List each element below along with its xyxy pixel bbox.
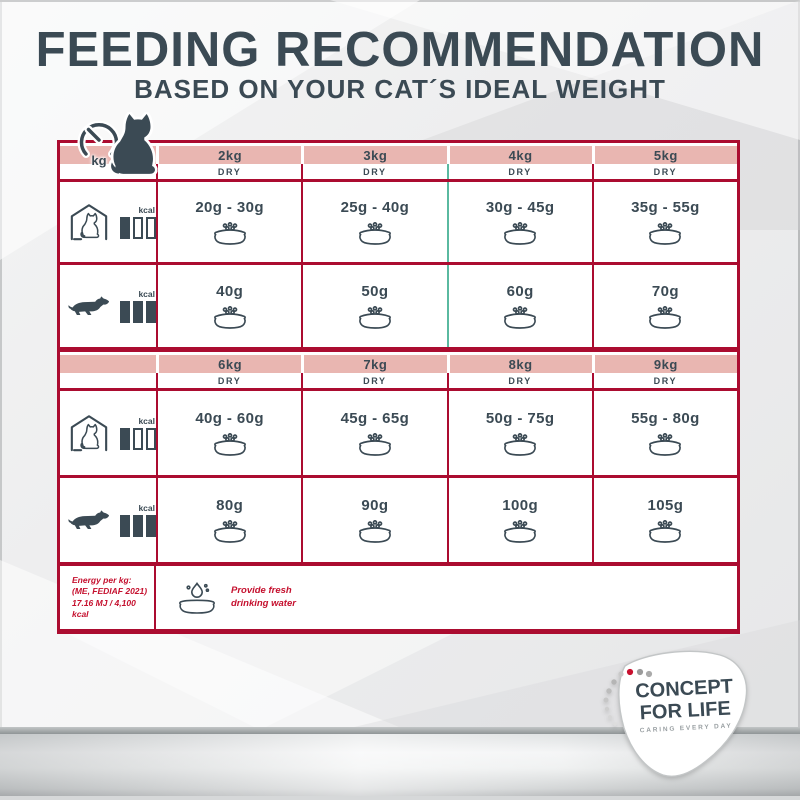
- food-bowl-icon: [212, 305, 248, 329]
- dry-label: DRY: [301, 164, 446, 179]
- food-bowl-icon: [647, 221, 683, 245]
- kcal-level-indicator: kcal: [120, 205, 156, 239]
- background-facet: [60, 630, 460, 730]
- portion-cell: 80g: [156, 478, 301, 562]
- dry-label-row: DRY DRY DRY DRY: [60, 164, 737, 179]
- weight-header-row: 6kg 7kg 8kg 9kg: [60, 355, 737, 373]
- portion-cell: 60g: [446, 265, 592, 347]
- food-bowl-icon: [502, 221, 538, 245]
- portion-cell: 30g - 45g: [446, 182, 592, 262]
- logo-name-line2: FOR LIFE: [639, 697, 732, 724]
- weight-header-5kg: 5kg: [591, 146, 737, 164]
- food-bowl-icon: [502, 519, 538, 543]
- portion-cell: 45g - 65g: [301, 391, 446, 475]
- food-bowl-icon: [502, 432, 538, 456]
- dry-label: DRY: [156, 164, 301, 179]
- food-bowl-icon: [647, 519, 683, 543]
- food-bowl-icon: [212, 432, 248, 456]
- page-title: FEEDING RECOMMENDATION: [35, 23, 765, 77]
- page-subtitle: BASED ON YOUR CAT´S IDEAL WEIGHT: [134, 74, 666, 104]
- logo-text: CONCEPT FOR LIFE CARING EVERY DAY: [624, 675, 747, 735]
- indoor-cat-house-icon: kcal: [60, 182, 156, 262]
- energy-line: 17.16 MJ / 4,100 kcal: [72, 597, 136, 619]
- dry-label: DRY: [591, 164, 737, 179]
- weight-header-row: 2kg 3kg 4kg 5kg: [60, 146, 737, 164]
- logo-dots: [603, 668, 653, 726]
- brand-logo: CONCEPT FOR LIFE CARING EVERY DAY: [593, 645, 763, 785]
- food-bowl-icon: [357, 305, 393, 329]
- divider-line: [0, 727, 800, 734]
- portion-cell: 100g: [446, 478, 592, 562]
- water-note: Provide fresh drinking water: [156, 566, 737, 629]
- food-bowl-icon: [647, 432, 683, 456]
- band-spacer: [60, 355, 156, 373]
- feeding-table: 2kg 3kg 4kg 5kg DRY DRY DRY DRY kcal 20g…: [57, 140, 740, 634]
- food-bowl-icon: [212, 221, 248, 245]
- energy-info: Energy per kg: (ME, FEDIAF 2021) 17.16 M…: [60, 566, 156, 629]
- food-bowl-icon: [502, 305, 538, 329]
- weight-header-2kg: 2kg: [156, 146, 302, 164]
- portion-cell: 50g: [301, 265, 446, 347]
- weight-header-9kg: 9kg: [591, 355, 737, 373]
- indoor-row: kcal 40g - 60g 45g - 65g 50g - 75g 55g -…: [60, 391, 737, 475]
- portion-cell: 20g - 30g: [156, 182, 301, 262]
- food-bowl-icon: [212, 519, 248, 543]
- active-row: kcal 40g 50g 60g 70g: [60, 265, 737, 347]
- bottom-edge: [0, 796, 800, 800]
- indoor-cat-house-icon: kcal: [60, 391, 156, 475]
- portion-cell: 35g - 55g: [591, 182, 737, 262]
- kcal-level-indicator: kcal: [120, 503, 156, 537]
- food-bowl-icon: [357, 519, 393, 543]
- portion-cell: 25g - 40g: [301, 182, 446, 262]
- portion-cell: 70g: [591, 265, 737, 347]
- dry-label: DRY: [446, 164, 592, 179]
- dry-label: DRY: [446, 373, 592, 388]
- energy-line: Energy per kg:: [72, 575, 132, 586]
- running-cat-icon: kcal: [60, 265, 156, 347]
- water-note-line: Provide fresh: [231, 585, 292, 597]
- dry-label: DRY: [591, 373, 737, 388]
- table-footer: Energy per kg: (ME, FEDIAF 2021) 17.16 M…: [60, 566, 737, 629]
- dry-label: DRY: [156, 373, 301, 388]
- indoor-row: kcal 20g - 30g 25g - 40g 30g - 45g 35g -…: [60, 182, 737, 262]
- weight-header-6kg: 6kg: [156, 355, 302, 373]
- portion-cell: 50g - 75g: [446, 391, 592, 475]
- portion-cell: 55g - 80g: [591, 391, 737, 475]
- water-bowl-icon: [176, 582, 218, 614]
- portion-cell: 105g: [591, 478, 737, 562]
- dry-label: DRY: [301, 373, 446, 388]
- weight-header-8kg: 8kg: [446, 355, 592, 373]
- weight-header-3kg: 3kg: [301, 146, 447, 164]
- energy-line: (ME, FEDIAF 2021): [72, 586, 148, 597]
- kcal-level-indicator: kcal: [120, 416, 156, 450]
- water-note-line: drinking water: [231, 597, 296, 609]
- running-cat-icon: kcal: [60, 478, 156, 562]
- food-bowl-icon: [357, 432, 393, 456]
- dry-label-row: DRY DRY DRY DRY: [60, 373, 737, 388]
- kcal-level-indicator: kcal: [120, 289, 156, 323]
- weight-header-7kg: 7kg: [301, 355, 447, 373]
- portion-cell: 40g - 60g: [156, 391, 301, 475]
- active-row: kcal 80g 90g 100g 105g: [60, 478, 737, 562]
- portion-cell: 90g: [301, 478, 446, 562]
- portion-cell: 40g: [156, 265, 301, 347]
- food-bowl-icon: [357, 221, 393, 245]
- weight-header-4kg: 4kg: [446, 146, 592, 164]
- food-bowl-icon: [647, 305, 683, 329]
- sitting-cat-icon: [102, 112, 160, 176]
- dry-spacer: [60, 373, 156, 388]
